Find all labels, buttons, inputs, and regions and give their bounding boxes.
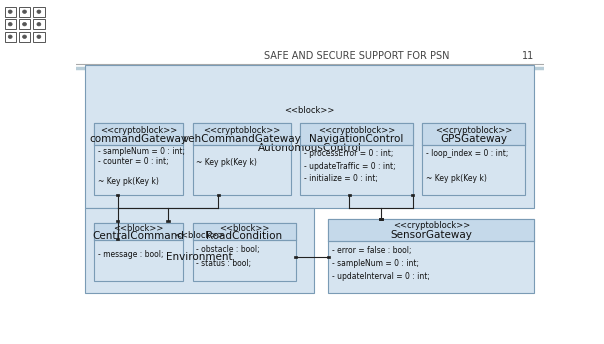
Circle shape	[22, 22, 27, 26]
Bar	[19, 19, 30, 29]
FancyBboxPatch shape	[193, 123, 291, 195]
Text: <<cryptoblock>>: <<cryptoblock>>	[393, 222, 470, 230]
Bar	[116, 221, 119, 222]
Bar	[348, 194, 351, 196]
Text: ~ Key pk(Key k): ~ Key pk(Key k)	[196, 158, 257, 167]
Text: - status : bool;: - status : bool;	[196, 259, 251, 268]
Circle shape	[37, 10, 41, 13]
Text: NavigationControl: NavigationControl	[309, 135, 403, 144]
Bar	[379, 218, 382, 220]
FancyBboxPatch shape	[329, 219, 535, 241]
Bar	[294, 256, 297, 258]
FancyBboxPatch shape	[300, 123, 413, 145]
Text: - updateInterval = 0 : int;: - updateInterval = 0 : int;	[332, 271, 430, 281]
Text: - initialize = 0 : int;: - initialize = 0 : int;	[304, 174, 378, 183]
Circle shape	[37, 22, 41, 26]
Text: ~ Key pk(Key k): ~ Key pk(Key k)	[98, 178, 159, 186]
Circle shape	[8, 35, 12, 39]
Text: <<block>>: <<block>>	[219, 224, 269, 233]
Text: - sampleNum = 0 : int;: - sampleNum = 0 : int;	[98, 147, 185, 157]
FancyBboxPatch shape	[94, 123, 183, 195]
FancyBboxPatch shape	[85, 65, 535, 208]
Text: ~ Key pk(Key k): ~ Key pk(Key k)	[426, 174, 486, 183]
Bar	[217, 194, 220, 196]
Text: - error = false : bool;: - error = false : bool;	[332, 246, 411, 255]
Text: Environment: Environment	[166, 252, 233, 262]
Text: RoadCondition: RoadCondition	[206, 231, 282, 241]
Bar	[411, 194, 414, 196]
Text: GPSGateway: GPSGateway	[440, 135, 507, 144]
FancyBboxPatch shape	[300, 123, 413, 195]
Text: vehCommandGateway: vehCommandGateway	[182, 135, 301, 144]
FancyBboxPatch shape	[94, 223, 183, 281]
Circle shape	[8, 10, 12, 13]
Text: commandGateway: commandGateway	[89, 135, 188, 144]
FancyBboxPatch shape	[94, 123, 183, 145]
Text: SensorGateway: SensorGateway	[390, 230, 472, 240]
Text: - counter = 0 : int;: - counter = 0 : int;	[98, 157, 169, 166]
FancyBboxPatch shape	[422, 123, 525, 195]
Text: <<block>>: <<block>>	[114, 224, 164, 233]
Bar	[116, 238, 119, 239]
Text: AutonomousControl: AutonomousControl	[258, 143, 361, 153]
Circle shape	[22, 10, 27, 13]
Text: <<block>>: <<block>>	[175, 231, 225, 240]
Text: <<cryptoblock>>: <<cryptoblock>>	[318, 126, 395, 135]
Circle shape	[8, 22, 12, 26]
Bar	[166, 221, 170, 222]
Bar	[4, 19, 16, 29]
Text: <<cryptoblock>>: <<cryptoblock>>	[435, 126, 512, 135]
Bar	[379, 218, 382, 220]
Text: <<block>>: <<block>>	[284, 106, 335, 115]
Bar	[33, 19, 45, 29]
Text: - updateTraffic = 0 : int;: - updateTraffic = 0 : int;	[304, 162, 396, 171]
FancyBboxPatch shape	[193, 123, 291, 145]
Bar	[327, 256, 330, 258]
Text: 11: 11	[522, 51, 535, 61]
FancyBboxPatch shape	[193, 223, 295, 281]
Text: CentralCommand: CentralCommand	[93, 231, 185, 241]
Text: - obstacle : bool;: - obstacle : bool;	[196, 245, 260, 254]
FancyBboxPatch shape	[94, 223, 183, 240]
Text: - loop_index = 0 : int;: - loop_index = 0 : int;	[426, 149, 508, 158]
Bar	[19, 32, 30, 42]
Bar	[4, 7, 16, 17]
Text: - processError = 0 : int;: - processError = 0 : int;	[304, 149, 393, 158]
Bar	[19, 7, 30, 17]
Text: - message : bool;: - message : bool;	[98, 250, 164, 259]
Text: SAFE AND SECURE SUPPORT FOR PSN: SAFE AND SECURE SUPPORT FOR PSN	[263, 51, 449, 61]
Circle shape	[37, 35, 41, 39]
Circle shape	[22, 35, 27, 39]
Bar	[4, 32, 16, 42]
FancyBboxPatch shape	[422, 123, 525, 145]
FancyBboxPatch shape	[193, 223, 295, 240]
Text: - sampleNum = 0 : int;: - sampleNum = 0 : int;	[332, 259, 419, 268]
FancyBboxPatch shape	[329, 219, 535, 293]
FancyBboxPatch shape	[85, 208, 314, 293]
Bar	[33, 32, 45, 42]
Text: <<cryptoblock>>: <<cryptoblock>>	[100, 126, 178, 135]
Text: <<cryptoblock>>: <<cryptoblock>>	[203, 126, 280, 135]
Bar	[116, 194, 119, 196]
Bar	[33, 7, 45, 17]
